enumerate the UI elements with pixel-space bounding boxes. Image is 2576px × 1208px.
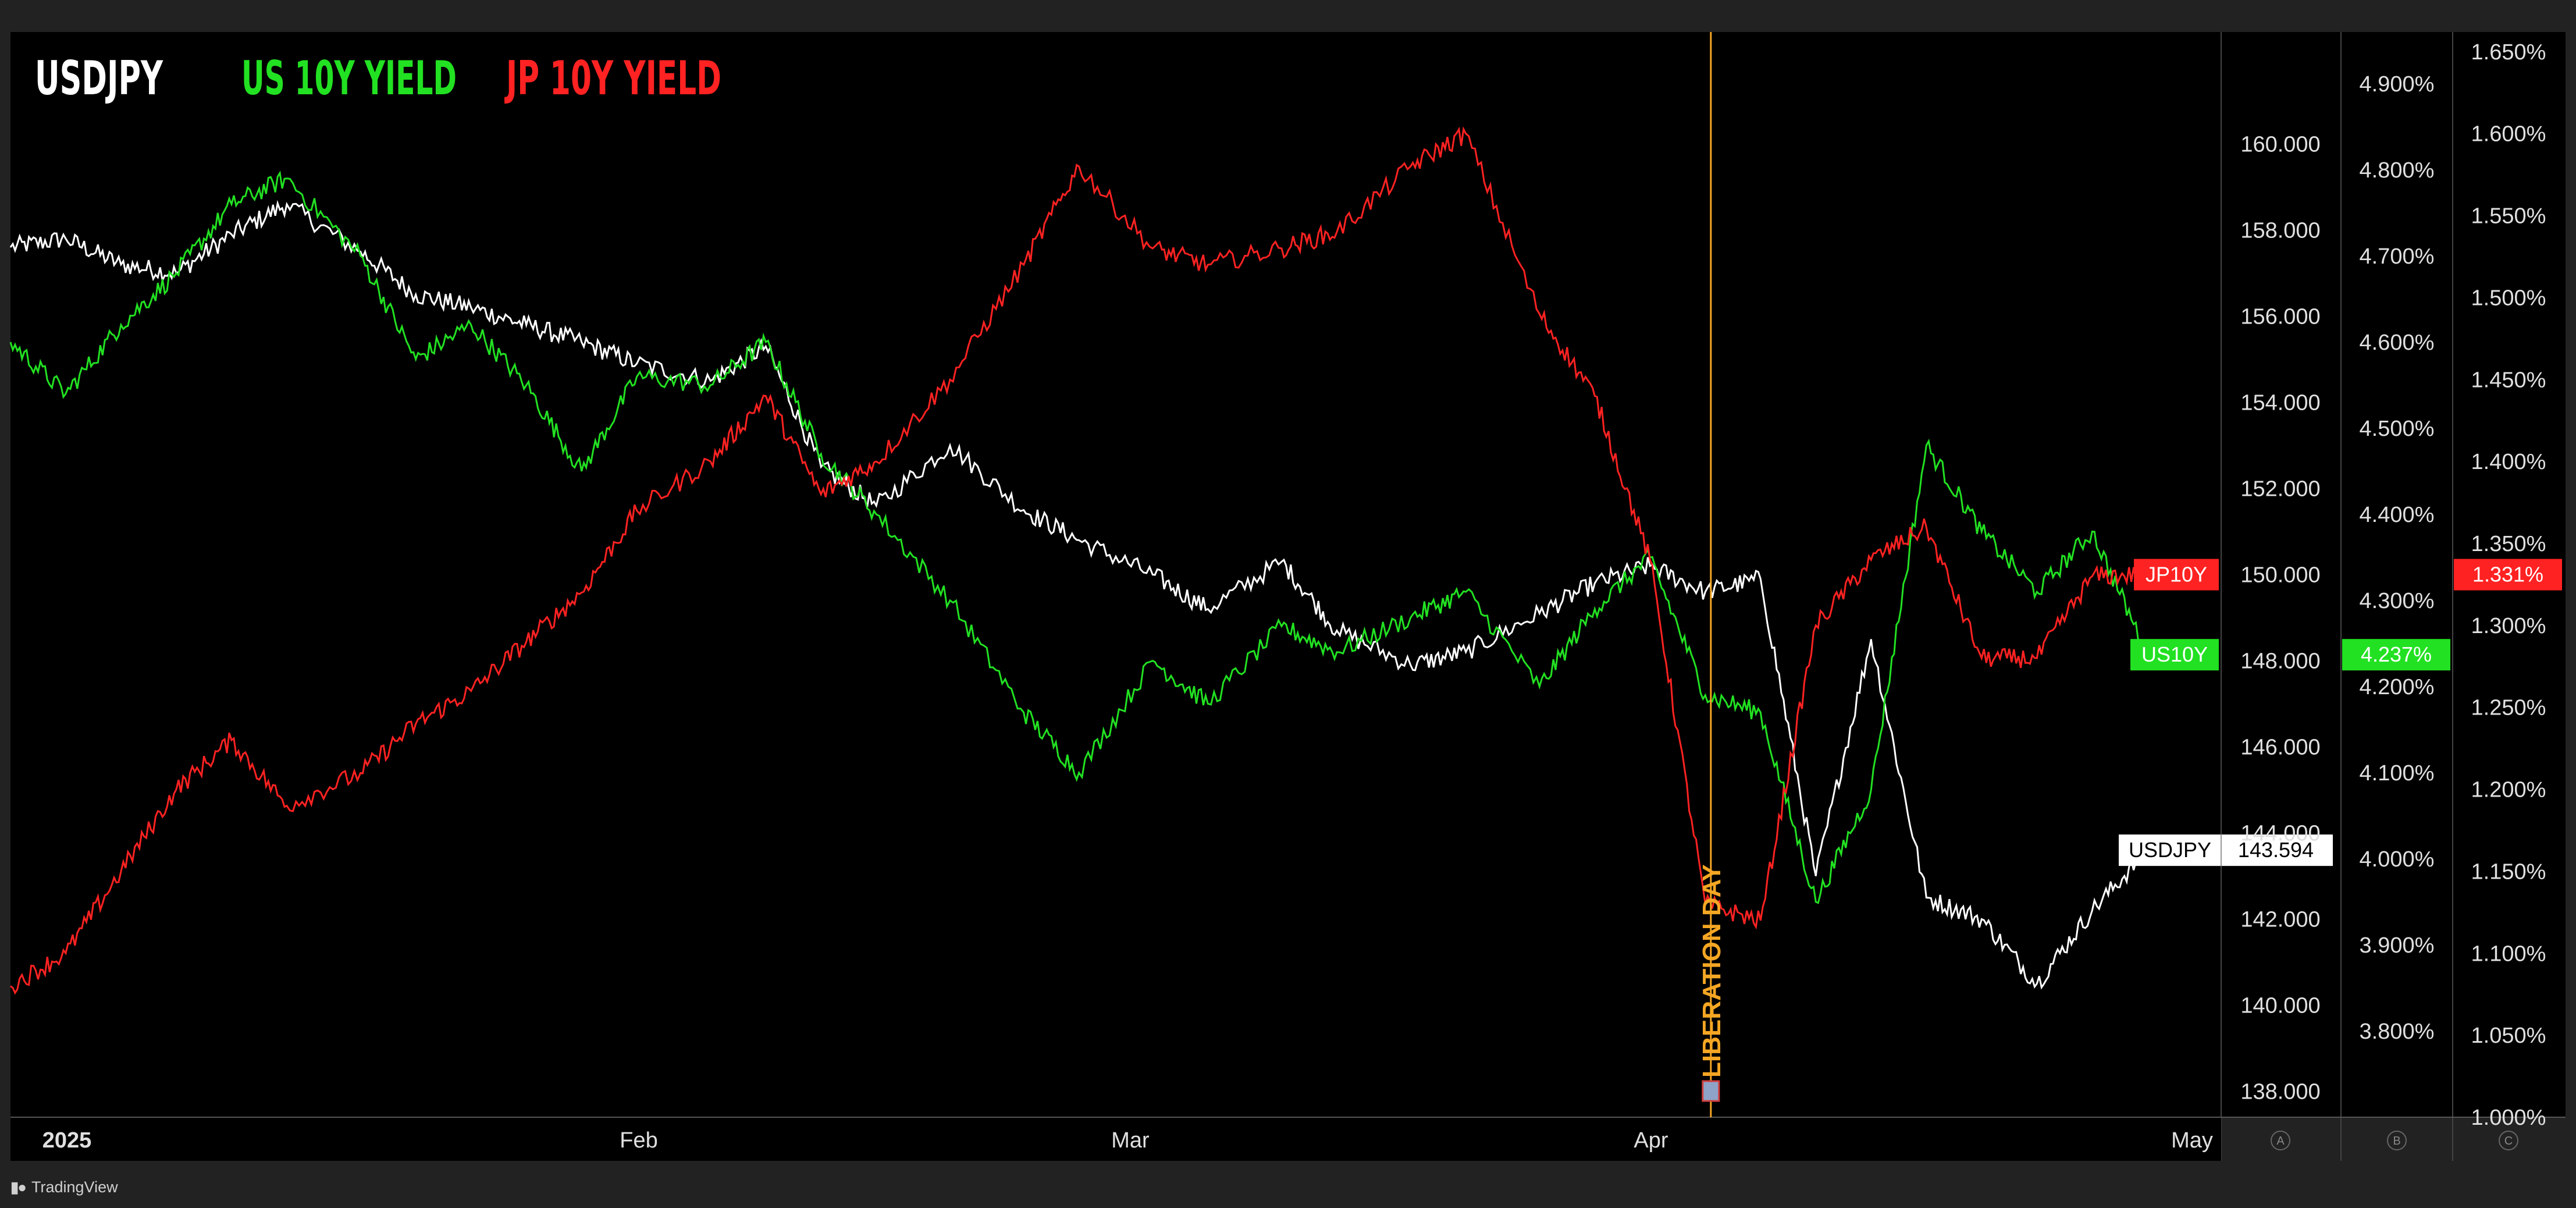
us10y-last-label: US10Y — [2141, 642, 2208, 666]
jp10y-axis-tick: 1.450% — [2471, 368, 2546, 392]
us10y-axis-tick: 3.800% — [2360, 1019, 2435, 1044]
tradingview-brand: TradingView — [31, 1178, 118, 1196]
usdjpy-axis-tick: 152.000 — [2240, 477, 2320, 501]
plot-area-background — [10, 32, 2221, 1117]
legend-item-1: US 10Y YIELD — [241, 51, 457, 105]
us10y-value-tag — [2342, 639, 2450, 671]
us10y-last-value: 4.237% — [2361, 642, 2432, 666]
jp10y-axis-tick: 1.100% — [2471, 941, 2546, 966]
usdjpy-last-tag — [2119, 834, 2333, 866]
usdjpy-last-value: 143.594 — [2238, 838, 2314, 862]
jp10y-axis-tick: 1.500% — [2471, 286, 2546, 310]
jp10y-axis-tick: 1.300% — [2471, 614, 2546, 638]
usdjpy-axis-tick: 138.000 — [2240, 1080, 2320, 1104]
tradingview-logo-icon: ▮● — [10, 1178, 27, 1196]
jp10y-last-tag — [2134, 559, 2219, 591]
jp10y-axis-tick: 1.250% — [2471, 696, 2546, 720]
us10y-axis-tick: 4.400% — [2360, 503, 2435, 527]
usdjpy-axis-tick: 140.000 — [2240, 994, 2320, 1018]
usdjpy-axis-tick: 154.000 — [2240, 390, 2320, 415]
us10y-axis-tick: 4.200% — [2360, 675, 2435, 699]
us10y-axis-tick: 4.800% — [2360, 158, 2435, 183]
jp10y-axis-tick: 1.350% — [2471, 532, 2546, 556]
axes-group[interactable]: 160.000 158.000 156.000 154.000 152.000 150.0… — [42, 40, 2546, 1153]
x-tick-label: Feb — [620, 1128, 657, 1153]
series-group: USDJPY 143.594 US10Y 4.237% JP10Y 1.331% — [9, 126, 2562, 995]
scale-mode-label: B — [2393, 1135, 2400, 1147]
scale-mode-label: A — [2276, 1135, 2285, 1147]
us10y-axis-tick: 4.000% — [2360, 847, 2435, 872]
usdjpy-axis-tick: 142.000 — [2240, 908, 2320, 932]
us10y-axis-tick: 4.100% — [2360, 761, 2435, 786]
scale-mode-label: C — [2504, 1135, 2513, 1147]
usdjpy-axis-tick: 144.000 — [2240, 822, 2320, 846]
us10y-axis-tick: 4.500% — [2360, 417, 2435, 441]
jp10y-axis-tick: 1.400% — [2471, 450, 2546, 474]
x-tick-label: 2025 — [42, 1128, 92, 1153]
liberation-day-label: LIBERATION DAY — [1698, 864, 1726, 1078]
jp10y-axis-tick: 1.650% — [2471, 40, 2546, 65]
x-tick-label: Apr — [1634, 1128, 1668, 1153]
tradingview-footer[interactable]: ▮● TradingView — [10, 1175, 118, 1199]
jp10y-last-label: JP10Y — [2146, 563, 2207, 587]
jp10y-axis-tick: 1.550% — [2471, 204, 2546, 229]
usdjpy-last-label: USDJPY — [2129, 838, 2211, 862]
jp10y-axis-tick: 1.600% — [2471, 122, 2546, 147]
annotation-group: LIBERATION DAY — [1698, 32, 1726, 1117]
jp10y-axis-tick: 1.050% — [2471, 1024, 2546, 1048]
x-tick-label: Mar — [1111, 1128, 1150, 1153]
usdjpy-axis-tick: 160.000 — [2240, 132, 2320, 157]
us10y-axis-tick: 4.300% — [2360, 589, 2435, 613]
us10y-axis-tick: 3.900% — [2360, 933, 2435, 958]
legend-group: USDJPY US 10Y YIELD JP 10Y YIELD — [35, 51, 721, 105]
time-axis-panel[interactable] — [10, 1117, 2221, 1161]
jp10y-axis-tick: 1.150% — [2471, 859, 2546, 884]
scale-mode-button-c[interactable] — [2499, 1131, 2518, 1150]
us10y-axis-tick: 4.700% — [2360, 244, 2435, 269]
scale-mode-button-b[interactable] — [2387, 1131, 2407, 1150]
jp10y-last-value: 1.331% — [2472, 563, 2543, 587]
usdjpy-axis-tick: 146.000 — [2240, 736, 2320, 760]
us10y-axis-tick: 4.600% — [2360, 331, 2435, 355]
jp10y-value-tag — [2454, 559, 2562, 591]
jp10y-axis-tick: 1.000% — [2471, 1106, 2546, 1130]
legend-item-2: JP 10Y YIELD — [504, 51, 721, 105]
jp10y-axis-tick: 1.200% — [2471, 778, 2546, 802]
usdjpy-axis-tick: 156.000 — [2240, 304, 2320, 329]
usdjpy-axis-tick: 158.000 — [2240, 218, 2320, 243]
usdjpy-axis-tick: 150.000 — [2240, 563, 2320, 588]
usdjpy-axis-tick: 148.000 — [2240, 649, 2320, 674]
us-flag-icon — [1702, 1080, 1720, 1102]
legend-item-0: USDJPY — [35, 51, 163, 105]
scale-mode-button-a[interactable] — [2271, 1131, 2290, 1150]
us10y-axis-tick: 4.900% — [2360, 72, 2435, 97]
us10y-last-tag — [2130, 639, 2219, 671]
x-tick-label: May — [2171, 1128, 2213, 1153]
